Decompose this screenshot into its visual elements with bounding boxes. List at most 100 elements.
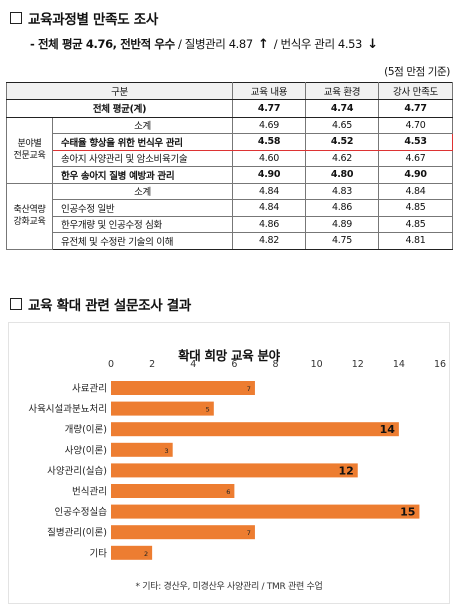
bar <box>111 545 153 560</box>
table-header-row: 구분 교육 내용 교육 환경 강사 만족도 <box>5 82 454 100</box>
down-arrow-icon: ↓ <box>367 37 378 52</box>
row-label: 한우 송아지 질병 예방과 관리 <box>51 166 234 184</box>
summary-item-disease: 질병관리 4.87 <box>184 37 253 51</box>
x-tick-label: 6 <box>231 359 237 370</box>
table-row-highlight-high: 한우 송아지 질병 예방과 관리 4.90 4.80 4.90 <box>7 166 454 184</box>
data-label: 14 <box>380 423 396 436</box>
table-row-total: 전체 평균(계) 4.77 4.74 4.77 <box>5 99 454 118</box>
table-cell: 4.90 <box>378 166 454 184</box>
data-label: 6 <box>226 488 230 496</box>
table-cell: 4.89 <box>305 215 380 233</box>
row-label: 인공수정 일반 <box>51 199 234 217</box>
table-cell: 4.82 <box>232 232 307 250</box>
data-label: 5 <box>206 406 210 414</box>
x-tick-label: 14 <box>393 359 405 370</box>
x-tick-label: 10 <box>311 359 323 370</box>
table-row: 한우개량 및 인공수정 심화 4.86 4.89 4.85 <box>7 215 454 233</box>
header-environment: 교육 환경 <box>305 82 380 100</box>
bar-chart: 확대 희망 교육 분야 0 2 4 6 8 10 12 14 16 사료관리 7 사육시설과분뇨처리 5… <box>8 322 450 604</box>
checkbox-icon <box>10 12 22 24</box>
bar <box>111 525 255 540</box>
chart-title: 확대 희망 교육 분야 <box>178 348 280 363</box>
checkbox-icon <box>10 298 22 310</box>
table-cell: 4.75 <box>305 232 380 250</box>
bar <box>111 504 420 519</box>
row-label: 소계 <box>51 182 234 200</box>
table-cell: 4.53 <box>378 133 454 151</box>
summary-sep: / <box>174 37 185 51</box>
group-label-specialized: 분야별 전문교육 <box>6 116 53 184</box>
data-label: 2 <box>144 550 148 558</box>
table-cell: 4.58 <box>232 133 307 151</box>
chart-note: * 기타: 경산우, 미경산우 사양관리 / TMR 관련 수업 <box>135 582 323 592</box>
group-label-capacity: 축산역량 강화교육 <box>6 182 53 250</box>
table-row: 축산역량 강화교육 소계 4.84 4.83 4.84 <box>6 182 454 250</box>
section-title-satisfaction: 교육과정별 만족도 조사 <box>10 8 158 28</box>
row-label: 송아지 사양관리 및 암소비육기술 <box>51 149 234 167</box>
row-label: 한우개량 및 인공수정 심화 <box>51 215 234 233</box>
x-tick-label: 8 <box>272 359 278 370</box>
table-cell: 4.62 <box>305 149 380 167</box>
row-label: 소계 <box>51 116 234 134</box>
total-label: 전체 평균(계) <box>5 99 234 118</box>
summary-prefix: - 전체 평균 4.76, 전반적 우수 <box>30 37 175 51</box>
category-label: 개량(이론) <box>65 424 107 436</box>
x-tick-label: 2 <box>149 359 155 370</box>
table-cell: 4.77 <box>232 99 307 118</box>
summary-line: - 전체 평균 4.76, 전반적 우수 / 질병관리 4.87 ↑ / 번식우… <box>30 36 380 52</box>
bar <box>111 442 173 457</box>
bar <box>111 484 235 498</box>
up-arrow-icon: ↑ <box>258 37 269 52</box>
x-tick-label: 12 <box>352 359 364 370</box>
table-cell: 4.80 <box>305 166 380 184</box>
table-cell: 4.83 <box>305 182 380 200</box>
table-row: 분야별 전문교육 소계 4.69 4.65 4.70 <box>6 116 454 184</box>
table-cell: 4.86 <box>232 215 307 233</box>
category-label: 질병관리(이론) <box>47 527 107 539</box>
section-title-text: 교육과정별 만족도 조사 <box>28 12 158 28</box>
category-label: 사양관리(실습) <box>47 466 107 477</box>
row-label: 수태율 향상을 위한 번식우 관리 <box>51 133 234 151</box>
table-cell: 4.90 <box>232 166 307 184</box>
table-cell: 4.84 <box>378 182 454 200</box>
table-cell: 4.85 <box>378 199 454 217</box>
group-label-text: 분야별 전문교육 <box>13 139 46 161</box>
table-cell: 4.77 <box>378 99 454 118</box>
category-label: 인공수정실습 <box>55 507 108 518</box>
satisfaction-table: 구분 교육 내용 교육 환경 강사 만족도 전체 평균(계) 4.77 4.74… <box>5 82 454 250</box>
data-label: 7 <box>247 385 251 393</box>
category-label: 기타 <box>90 548 108 559</box>
group-label-text: 축산역량 강화교육 <box>13 205 46 227</box>
bar <box>111 401 214 416</box>
x-tick-label: 16 <box>434 359 446 370</box>
header-instructor: 강사 만족도 <box>378 82 454 100</box>
section-title-text: 교육 확대 관련 설문조사 결과 <box>28 298 192 314</box>
category-label: 사육시설과분뇨처리 <box>28 403 107 415</box>
bar <box>111 463 358 478</box>
table-cell: 4.81 <box>378 232 454 250</box>
category-label: 사양(이론) <box>65 445 107 456</box>
table-cell: 4.85 <box>378 215 454 233</box>
table-cell: 4.84 <box>232 199 307 217</box>
x-tick-label: 4 <box>190 359 196 370</box>
chart-svg: 0 2 4 6 8 10 12 14 16 사료관리 7 사육시설과분뇨처리 5 개량(이론) 14 사양(이… <box>28 359 446 560</box>
header-content: 교육 내용 <box>232 82 307 100</box>
x-tick-label: 0 <box>108 359 114 370</box>
header-category: 구분 <box>5 82 234 100</box>
table-cell: 4.74 <box>305 99 380 118</box>
table-cell: 4.65 <box>305 116 380 134</box>
summary-sep: / <box>270 37 281 51</box>
data-label: 3 <box>165 447 169 455</box>
data-label: 15 <box>400 506 415 519</box>
table-row-highlight-low: 수태율 향상을 위한 번식우 관리 4.58 4.52 4.53 <box>7 133 454 151</box>
table-row: 송아지 사양관리 및 암소비육기술 4.60 4.62 4.67 <box>7 149 454 167</box>
table-cell: 4.86 <box>305 199 380 217</box>
table-cell: 4.69 <box>232 116 307 134</box>
table-row: 인공수정 일반 4.84 4.86 4.85 <box>7 199 454 217</box>
table-cell: 4.70 <box>378 116 454 134</box>
table-cell: 4.67 <box>378 149 454 167</box>
table-row: 유전체 및 수정란 기술의 이해 4.82 4.75 4.81 <box>7 232 454 250</box>
bar <box>111 381 255 395</box>
table-cell: 4.84 <box>232 182 307 200</box>
category-label: 번식관리 <box>72 487 107 498</box>
